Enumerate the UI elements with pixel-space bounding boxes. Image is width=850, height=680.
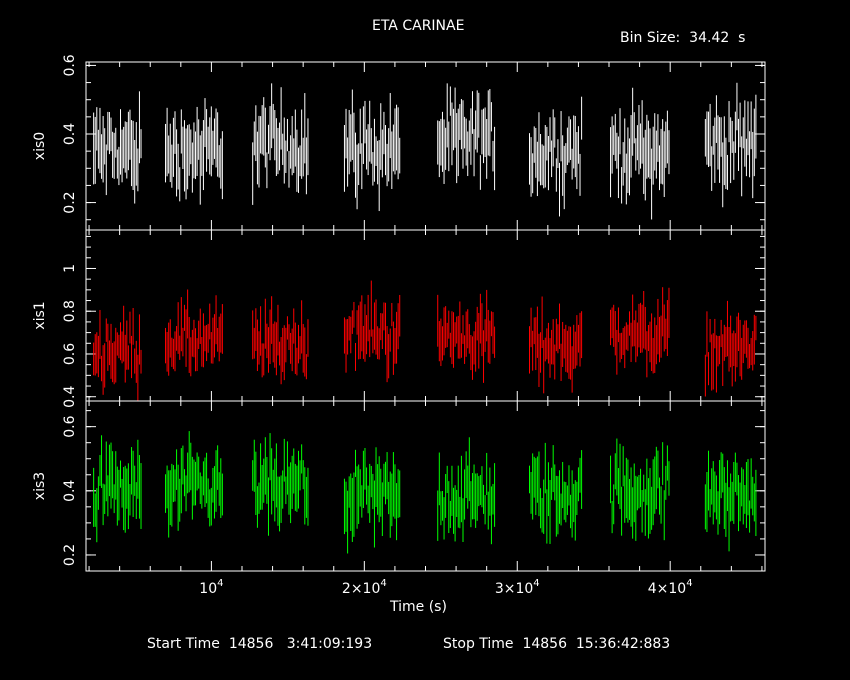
bin-size-label: Bin Size: 34.42 s — [620, 30, 746, 46]
ytick-label-xis3: 0.4 — [62, 480, 78, 502]
xtick-label: 2×104 — [342, 578, 387, 597]
stop-time-label: Stop Time 14856 15:36:42:883 — [443, 636, 671, 652]
series-xis0 — [93, 82, 757, 220]
ytick-label-xis0: 0.2 — [62, 191, 78, 213]
ytick-label-xis1: 1 — [62, 264, 78, 273]
xtick-label: 4×104 — [648, 578, 693, 597]
start-time-label: Start Time 14856 3:41:09:193 — [147, 636, 373, 652]
ylabel-xis0: xis0 — [32, 132, 48, 160]
ytick-label-xis3: 0.6 — [62, 415, 78, 437]
ytick-label-xis0: 0.4 — [62, 123, 78, 145]
ylabel-xis3: xis3 — [32, 472, 48, 500]
ytick-label-xis1: 0.6 — [62, 343, 78, 365]
chart-title: ETA CARINAE — [372, 18, 465, 34]
x-axis-label: Time (s) — [390, 599, 447, 615]
series-xis1 — [93, 280, 757, 401]
ytick-label-xis1: 0.4 — [62, 386, 78, 408]
ytick-label-xis1: 0.8 — [62, 300, 78, 322]
xtick-label: 3×104 — [495, 578, 540, 597]
xtick-label: 104 — [199, 578, 223, 597]
ytick-label-xis3: 0.2 — [62, 544, 78, 566]
ytick-label-xis0: 0.6 — [62, 54, 78, 76]
ylabel-xis1: xis1 — [32, 301, 48, 329]
series-xis3 — [93, 431, 757, 554]
